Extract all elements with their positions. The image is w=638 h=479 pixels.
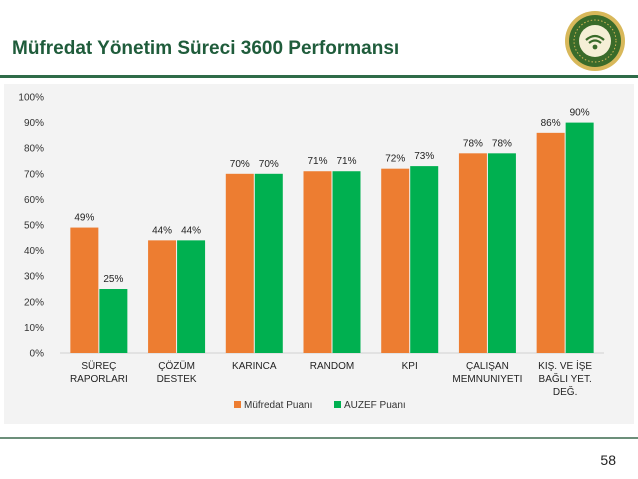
data-label: 78% <box>492 138 512 149</box>
y-tick-label: 100% <box>18 93 44 104</box>
y-tick-label: 70% <box>24 169 44 180</box>
y-tick-label: 80% <box>24 144 44 155</box>
x-tick-label: ÇÖZÜM DESTEK <box>157 360 197 385</box>
y-tick-label: 30% <box>24 272 44 283</box>
slide-title: Müfredat Yönetim Süreci 3600 Performansı <box>12 38 400 59</box>
bar-mufredat <box>536 132 565 353</box>
y-tick-label: 0% <box>30 349 45 360</box>
data-label: 78% <box>463 138 483 149</box>
data-label: 44% <box>181 225 201 236</box>
bar-auzef <box>332 171 361 353</box>
data-label: 71% <box>307 156 327 167</box>
bar-auzef <box>99 289 128 353</box>
y-tick-label: 90% <box>24 118 44 129</box>
data-label: 73% <box>414 151 434 162</box>
bar-chart: 0% 10% 20% 30% 40% 50% 60% 70% 80% 90% 100% 49% 25% S… <box>18 93 604 411</box>
x-tick-label: KIŞ. VE İŞE BAĞLI YET. DEĞ. <box>538 359 592 398</box>
bar-auzef <box>177 240 206 353</box>
data-label: 70% <box>259 159 279 170</box>
bar-auzef <box>254 173 283 353</box>
footer-divider <box>0 437 638 439</box>
page-number: 58 <box>600 452 616 468</box>
legend-swatch <box>234 401 241 408</box>
data-label: 86% <box>541 118 561 129</box>
data-label: 72% <box>385 154 405 165</box>
bar-auzef <box>487 153 516 353</box>
legend-label: Müfredat Puanı <box>244 400 312 411</box>
data-label: 70% <box>230 159 250 170</box>
data-label: 90% <box>570 108 590 119</box>
data-label: 44% <box>152 225 172 236</box>
bar-mufredat <box>458 153 487 353</box>
university-seal-icon <box>565 11 625 71</box>
y-tick-label: 50% <box>24 221 44 232</box>
legend-swatch <box>334 401 341 408</box>
data-label: 49% <box>74 213 94 224</box>
bar-auzef <box>565 122 594 353</box>
x-tick-label: RANDOM <box>310 361 354 372</box>
x-tick-label: SÜREÇ RAPORLARI <box>70 360 128 385</box>
bar-mufredat <box>303 171 332 353</box>
x-tick-label: ÇALIŞAN MEMNUNIYETI <box>452 361 522 385</box>
y-tick-label: 10% <box>24 323 44 334</box>
data-label: 25% <box>103 274 123 285</box>
x-tick-label: KARINCA <box>232 361 277 372</box>
bar-auzef <box>410 166 439 353</box>
bar-mufredat <box>225 173 254 353</box>
y-tick-label: 40% <box>24 246 44 257</box>
data-label: 71% <box>336 156 356 167</box>
bar-mufredat <box>148 240 177 353</box>
legend-label: AUZEF Puanı <box>344 400 406 411</box>
y-tick-label: 60% <box>24 195 44 206</box>
bar-mufredat <box>381 168 410 353</box>
x-tick-label: KPI <box>402 361 418 372</box>
y-tick-label: 20% <box>24 297 44 308</box>
bar-mufredat <box>70 227 99 353</box>
title-divider <box>0 75 638 78</box>
